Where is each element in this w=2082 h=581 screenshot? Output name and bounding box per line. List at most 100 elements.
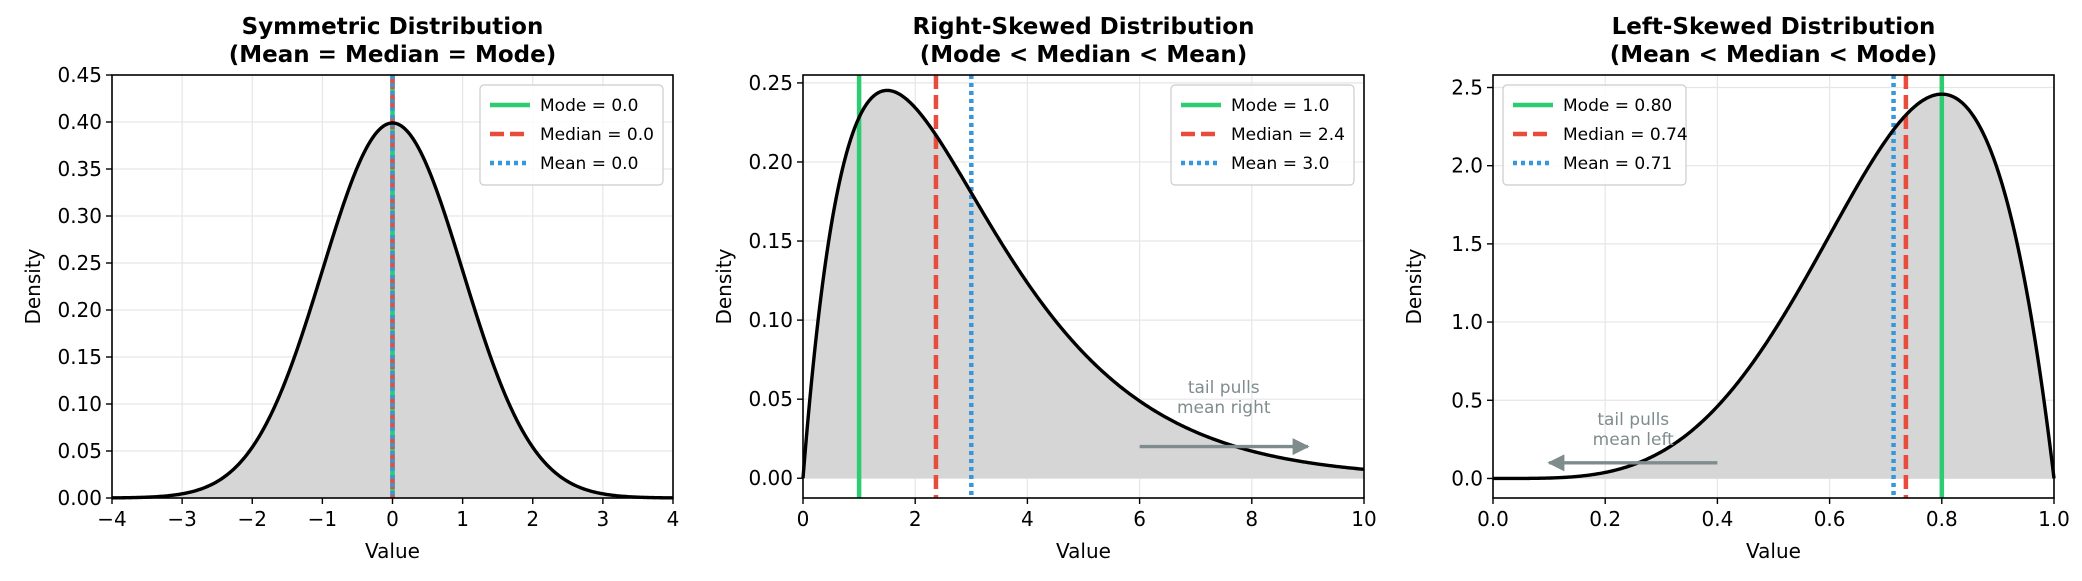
- y-tick-label: 1.5: [1451, 232, 1483, 256]
- chart-subtitle: (Mean < Median < Mode): [1610, 42, 1937, 68]
- x-tick-label: −2: [238, 507, 267, 531]
- x-tick-label: 0: [797, 507, 810, 531]
- chart-subtitle: (Mean = Median = Mode): [229, 42, 556, 68]
- density-curve: [1492, 92, 2056, 481]
- y-tick-label: 0.20: [57, 298, 102, 322]
- legend-item-mean: Mean = 3.0: [1181, 154, 1329, 174]
- y-tick-label: 0.25: [57, 251, 102, 275]
- legend-label: Median = 0.74: [1563, 125, 1688, 145]
- density-curve: [111, 121, 674, 500]
- x-axis-label: Value: [365, 539, 420, 563]
- annotation-line-1: tail pulls: [1188, 378, 1260, 398]
- x-tick-label: −1: [308, 507, 337, 531]
- y-axis-label: Density: [712, 248, 736, 324]
- y-tick-label: 0.25: [748, 71, 793, 95]
- x-ticks: 0 2 4 6 8 10: [797, 498, 1377, 531]
- annotation-line-2: mean left: [1593, 430, 1674, 450]
- y-ticks: 0.0 0.5 1.0 1.5 2.0 2.5: [1451, 76, 1493, 490]
- legend-item-mode: Mode = 1.0: [1181, 96, 1329, 116]
- y-ticks: 0.00 0.05 0.10 0.15 0.20 0.25: [748, 71, 803, 490]
- x-ticks: −4 −3 −2 −1 0 1 2 3 4: [97, 498, 679, 531]
- y-axis-label: Density: [21, 248, 45, 324]
- legend: Mode = 0.80 Median = 0.74 Mean = 0.71: [1502, 84, 1688, 186]
- x-tick-label: 4: [1021, 507, 1034, 531]
- legend-label: Mode = 0.0: [540, 96, 638, 116]
- legend: Mode = 0.0 Median = 0.0 Mean = 0.0: [479, 84, 664, 186]
- legend-item-mode: Mode = 0.0: [490, 96, 638, 116]
- legend: Mode = 1.0 Median = 2.4 Mean = 3.0: [1170, 84, 1355, 186]
- legend-label: Mode = 0.80: [1563, 96, 1672, 116]
- y-tick-label: 0.0: [1451, 466, 1483, 490]
- legend-label: Median = 0.0: [540, 125, 654, 145]
- x-tick-label: 0.6: [1814, 507, 1846, 531]
- y-axis-label: Density: [1402, 248, 1426, 324]
- y-tick-label: 0.30: [57, 204, 102, 228]
- y-tick-label: 0.20: [748, 150, 793, 174]
- annotation-line-1: tail pulls: [1597, 410, 1669, 430]
- y-tick-label: 0.00: [57, 486, 102, 510]
- legend-item-median: Median = 0.0: [490, 125, 654, 145]
- legend-label: Mode = 1.0: [1231, 96, 1329, 116]
- legend-box: [1502, 84, 1687, 186]
- y-tick-label: 1.0: [1451, 310, 1483, 334]
- density-fill: [803, 90, 1364, 479]
- axes-frame: [1492, 74, 2055, 499]
- x-axis-label: Value: [1056, 539, 1111, 563]
- chart-title: Symmetric Distribution: [242, 14, 544, 40]
- y-tick-label: 0.10: [57, 392, 102, 416]
- legend-box: [479, 84, 664, 186]
- legend-label: Mean = 0.71: [1563, 154, 1672, 174]
- y-tick-label: 0.15: [748, 229, 793, 253]
- y-tick-label: 0.05: [748, 387, 793, 411]
- y-tick-label: 0.10: [748, 308, 793, 332]
- chart-title: Left-Skewed Distribution: [1612, 14, 1936, 40]
- x-tick-label: 1.0: [2038, 507, 2070, 531]
- legend-item-median: Median = 0.74: [1513, 125, 1688, 145]
- x-tick-label: 0: [386, 507, 399, 531]
- x-tick-label: 0.2: [1589, 507, 1621, 531]
- y-tick-label: 0.15: [57, 345, 102, 369]
- annotation-line-2: mean right: [1177, 398, 1271, 418]
- legend-item-median: Median = 2.4: [1181, 125, 1345, 145]
- x-tick-label: 6: [1133, 507, 1146, 531]
- x-tick-label: 2: [526, 507, 539, 531]
- x-tick-label: 2: [909, 507, 922, 531]
- legend-item-mean: Mean = 0.71: [1513, 154, 1672, 174]
- axes-frame: [802, 74, 1365, 499]
- legend-label: Mean = 0.0: [540, 154, 638, 174]
- x-tick-label: −3: [167, 507, 196, 531]
- x-tick-label: −4: [97, 507, 126, 531]
- x-tick-label: 0.8: [1926, 507, 1958, 531]
- legend-box: [1170, 84, 1355, 186]
- y-tick-label: 0.00: [748, 466, 793, 490]
- y-tick-label: 0.45: [57, 63, 102, 87]
- x-tick-label: 3: [597, 507, 610, 531]
- x-tick-label: 8: [1245, 507, 1258, 531]
- y-tick-label: 0.35: [57, 157, 102, 181]
- stat-lines: [1891, 75, 1945, 498]
- y-tick-label: 2.5: [1451, 76, 1483, 100]
- y-tick-label: 0.05: [57, 439, 102, 463]
- x-tick-label: 0.4: [1701, 507, 1733, 531]
- x-tick-label: 4: [667, 507, 680, 531]
- x-tick-label: 0.0: [1477, 507, 1509, 531]
- y-tick-label: 2.0: [1451, 154, 1483, 178]
- stat-lines: [856, 75, 974, 498]
- legend-label: Mean = 3.0: [1231, 154, 1329, 174]
- x-ticks: 0.0 0.2 0.4 0.6 0.8 1.0: [1477, 498, 2070, 531]
- x-axis-label: Value: [1746, 539, 1801, 563]
- y-tick-label: 0.5: [1451, 388, 1483, 412]
- density-curve: [801, 88, 1365, 479]
- x-tick-label: 10: [1351, 507, 1376, 531]
- density-fill: [1493, 94, 2054, 479]
- legend-item-mode: Mode = 0.80: [1513, 96, 1672, 116]
- chart-title: Right-Skewed Distribution: [913, 14, 1255, 40]
- y-tick-label: 0.40: [57, 110, 102, 134]
- x-tick-label: 1: [456, 507, 469, 531]
- chart-subtitle: (Mode < Median < Mean): [920, 42, 1247, 68]
